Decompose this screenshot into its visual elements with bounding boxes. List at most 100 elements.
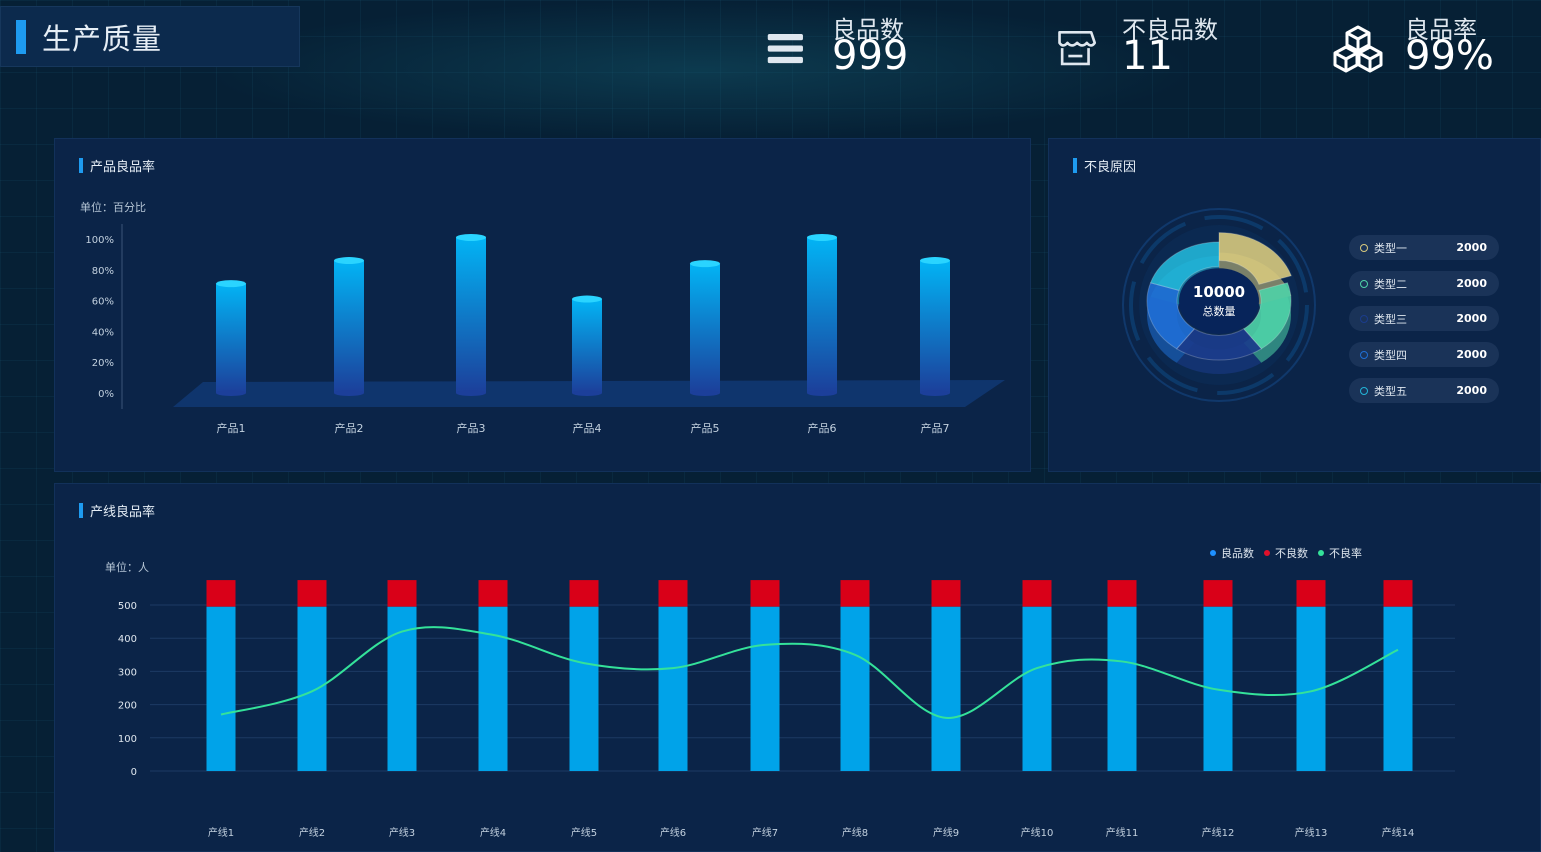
bar-bad (931, 580, 961, 607)
x-tick-label: 产品7 (921, 421, 950, 435)
unit-label: 单位：人 (105, 561, 149, 574)
legend-item-rate[interactable]: 不良率 (1318, 545, 1362, 561)
bar-cylinder-top (807, 233, 837, 241)
bar-cylinder (807, 237, 837, 393)
rate-line (220, 626, 1399, 719)
bar-cylinder-top (456, 233, 486, 241)
menu-icon (767, 34, 803, 64)
bar-cylinder-base (456, 390, 486, 396)
legend-item-bad[interactable]: 不良数 (1264, 545, 1308, 561)
stat-label: 良品数 (832, 16, 904, 44)
legend-item-good[interactable]: 良品数 (1210, 545, 1254, 561)
y-tick-label: 100% (85, 235, 114, 246)
x-tick-label: 产线7 (752, 826, 778, 839)
page-header: 生产质量 (0, 6, 300, 67)
legend-value: 2000 (1456, 348, 1487, 361)
bar-good (1383, 606, 1413, 771)
bar-cylinder (216, 283, 246, 393)
legend-value: 2000 (1456, 384, 1487, 397)
bar-good (1022, 606, 1052, 771)
bar-bad (206, 580, 236, 607)
y-tick-label: 40% (92, 327, 114, 338)
bar-cylinder-top (334, 257, 364, 265)
legend-name: 类型三 (1374, 312, 1407, 326)
legend-dot (1210, 550, 1216, 556)
legend-label: 良品数 (1221, 547, 1254, 560)
bar-good (478, 606, 508, 771)
bar-cylinder (456, 237, 486, 393)
legend-value: 2000 (1456, 312, 1487, 325)
defect-reason-panel: 不良原因 10000 总数量 类型一 2000 类型二 2000 类型三 2000… (1048, 138, 1541, 472)
bar-cylinder-top (216, 280, 246, 288)
x-tick-label: 产线11 (1106, 826, 1139, 839)
x-tick-label: 产线10 (1021, 826, 1054, 839)
y-tick-label: 100 (118, 734, 137, 745)
y-tick-label: 80% (92, 266, 114, 277)
bar-cylinder-top (572, 295, 602, 303)
x-tick-label: 产品5 (691, 421, 720, 435)
legend-value: 2000 (1456, 277, 1487, 290)
store-icon (1058, 30, 1097, 66)
bar-good (840, 606, 870, 771)
cubes-icon (1333, 25, 1383, 73)
y-tick-label: 60% (92, 297, 114, 308)
bar-good (297, 606, 327, 771)
title-accent-bar (16, 19, 26, 54)
x-tick-label: 产品1 (217, 421, 246, 435)
bar-cylinder (920, 260, 950, 393)
stat-bad-count: 不良品数 11 (1056, 18, 1218, 76)
x-tick-label: 产品2 (335, 421, 364, 435)
bar-cylinder (334, 260, 364, 393)
bar-bad (1107, 580, 1137, 607)
legend-name: 类型一 (1374, 241, 1407, 255)
bar-good (206, 606, 236, 771)
bar-cylinder-top (920, 257, 950, 265)
legend-name: 类型二 (1374, 277, 1407, 291)
legend-item: 类型四 2000 (1349, 342, 1499, 367)
x-tick-label: 产线3 (389, 826, 415, 839)
stat-value: 99% (1405, 33, 1494, 79)
donut-slice (1218, 232, 1292, 285)
donut-slice (1149, 241, 1220, 291)
title-accent-bar (79, 158, 83, 173)
y-tick-label: 300 (118, 667, 137, 678)
legend-label: 不良数 (1275, 547, 1308, 560)
donut-slice (1175, 328, 1263, 361)
x-tick-label: 产线9 (933, 826, 959, 839)
donut-ring-dashed (1129, 215, 1309, 395)
bar-cylinder-base (216, 390, 246, 396)
stat-value: 999 (832, 33, 909, 79)
unit-label: 单位：百分比 (80, 201, 146, 214)
x-tick-label: 产线14 (1382, 826, 1415, 839)
y-tick-label: 20% (92, 358, 114, 369)
legend-dot (1360, 386, 1368, 395)
bar-good (931, 606, 961, 771)
legend-name: 类型五 (1374, 384, 1407, 398)
x-tick-label: 产线4 (480, 826, 506, 839)
legend-item: 类型五 2000 (1349, 378, 1499, 403)
bar-cylinder-base (920, 390, 950, 396)
x-tick-label: 产品3 (457, 421, 486, 435)
x-tick-label: 产线12 (1202, 826, 1235, 839)
stat-label: 良品率 (1405, 16, 1477, 44)
bar-bad (1383, 580, 1413, 607)
bar-cylinder (572, 299, 602, 393)
bar-good (658, 606, 688, 771)
bar-cylinder (690, 263, 720, 393)
x-tick-label: 产品4 (573, 421, 602, 435)
bar-cylinder-base (690, 390, 720, 396)
bar-bad (478, 580, 508, 607)
bar-bad (750, 580, 780, 607)
x-tick-label: 产线1 (208, 826, 234, 839)
donut-hole (1179, 268, 1259, 334)
x-tick-label: 产线6 (660, 826, 686, 839)
title-accent-bar (79, 503, 83, 518)
product-yield-panel: 产品良品率 单位：百分比 0% 20% 40% 60% 80% 100% 产品1 产品2 产品3… (54, 138, 1031, 472)
page-title: 生产质量 (42, 21, 163, 56)
y-tick-label: 0% (98, 389, 114, 400)
legend-item: 类型一 2000 (1349, 235, 1499, 260)
panel-title: 产线良品率 (79, 501, 155, 520)
bar-good (750, 606, 780, 771)
bar-bad (297, 580, 327, 607)
title-accent-bar (1073, 158, 1077, 173)
